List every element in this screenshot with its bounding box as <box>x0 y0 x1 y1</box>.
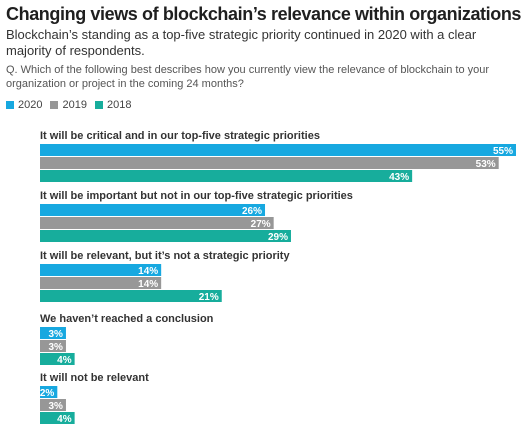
data-label-2019: 53% <box>476 159 496 170</box>
bar-2020 <box>40 264 162 276</box>
legend-label-2018: 2018 <box>106 99 132 111</box>
legend-swatch-2018 <box>94 101 103 109</box>
legend-item-2019: 2019 <box>50 99 87 111</box>
data-label-2020: 55% <box>493 146 513 157</box>
legend-label-2019: 2019 <box>62 99 87 111</box>
bar-2019 <box>40 217 274 229</box>
bar-group: It will be critical and in our top-five … <box>40 130 516 183</box>
legend-item-2020: 2020 <box>6 99 42 111</box>
chart-title: Changing views of blockchain’s relevance… <box>6 4 522 24</box>
bar-2019 <box>40 399 66 411</box>
bar-group: It will not be relevant 2% 3% 4% <box>40 372 149 425</box>
bar-2019 <box>40 277 162 289</box>
legend: 2020 2019 2018 <box>6 99 522 111</box>
bar-2020 <box>40 327 66 339</box>
category-label: We haven’t reached a conclusion <box>40 313 214 325</box>
category-label: It will be relevant, but it’s not a stra… <box>40 250 290 262</box>
bar-chart: It will be critical and in our top-five … <box>40 130 516 425</box>
legend-swatch-2020 <box>6 101 14 109</box>
bar-2018 <box>40 230 291 242</box>
data-label-2019: 27% <box>251 219 271 230</box>
data-label-2018: 43% <box>389 172 409 183</box>
data-label-2018: 21% <box>199 292 219 303</box>
data-label-2018: 4% <box>57 355 72 366</box>
survey-question: Q. Which of the following best describes… <box>6 64 490 90</box>
category-label: It will be important but not in our top-… <box>40 190 353 202</box>
bar-2019 <box>40 157 499 169</box>
category-label: It will be critical and in our top-five … <box>40 130 320 142</box>
data-label-2019: 3% <box>49 401 64 412</box>
bar-2018 <box>40 290 222 302</box>
data-label-2020: 2% <box>40 388 55 399</box>
bar-2018 <box>40 170 413 182</box>
data-label-2020: 14% <box>138 266 158 277</box>
bar-2020 <box>40 204 266 216</box>
bar-2019 <box>40 340 66 352</box>
bar-group: It will be important but not in our top-… <box>40 190 353 243</box>
data-label-2020: 26% <box>242 206 262 217</box>
bar-2018 <box>40 412 75 424</box>
legend-label-2020: 2020 <box>18 99 43 111</box>
data-label-2018: 29% <box>268 232 288 243</box>
bar-2020 <box>40 386 58 398</box>
data-label-2018: 4% <box>57 414 72 425</box>
data-label-2020: 3% <box>49 329 64 340</box>
data-label-2019: 14% <box>138 279 158 290</box>
legend-item-2018: 2018 <box>94 99 132 111</box>
bar-2018 <box>40 353 75 365</box>
bar-group: It will be relevant, but it’s not a stra… <box>40 250 290 303</box>
bar-group: We haven’t reached a conclusion 3% 3% 4% <box>40 313 214 366</box>
data-label-2019: 3% <box>49 342 64 353</box>
bar-2020 <box>40 144 516 156</box>
chart-subtitle: Blockchain’s standing as a top-five stra… <box>6 27 477 58</box>
legend-swatch-2019 <box>50 101 59 109</box>
category-label: It will not be relevant <box>40 372 149 384</box>
